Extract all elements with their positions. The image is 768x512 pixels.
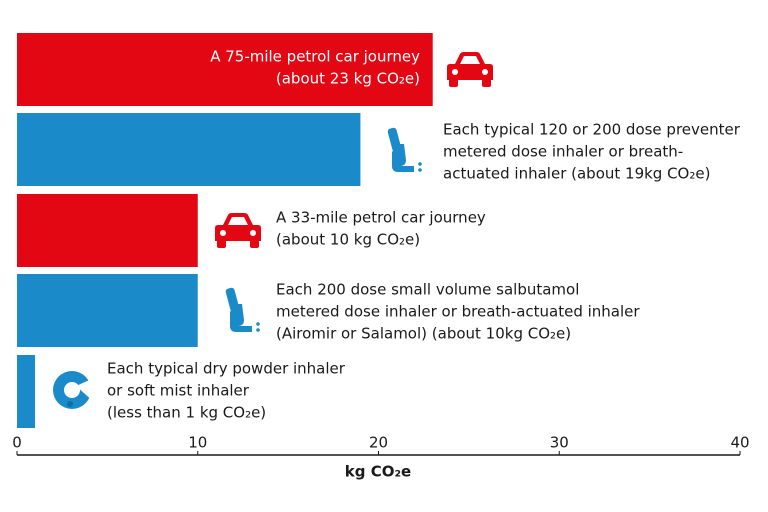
x-tick-label: 40 xyxy=(730,434,749,452)
bar xyxy=(17,194,198,267)
inhaler-icon xyxy=(387,127,422,172)
bar-label: Each typical 120 or 200 dose preventer xyxy=(443,121,741,139)
x-axis-title: kg CO₂e xyxy=(345,463,411,481)
bar xyxy=(17,274,198,347)
icons xyxy=(53,52,493,409)
car-icon xyxy=(447,52,493,87)
bar-label: or soft mist inhaler xyxy=(107,382,250,400)
disk-inhaler-icon xyxy=(53,371,94,409)
bar-label: (about 10 kg CO₂e) xyxy=(276,231,420,249)
bar-label: Each 200 dose small volume salbutamol xyxy=(276,281,579,299)
bar-label: Each typical dry powder inhaler xyxy=(107,360,346,378)
bar xyxy=(17,33,433,106)
x-tick-label: 0 xyxy=(12,434,22,452)
bar-label: metered dose inhaler or breath-actuated … xyxy=(276,303,640,321)
bar-label: A 75-mile petrol car journey xyxy=(210,48,420,66)
inhaler-icon xyxy=(225,287,260,332)
x-tick-label: 30 xyxy=(550,434,569,452)
bar xyxy=(17,355,36,428)
bar-label: A 33-mile petrol car journey xyxy=(276,209,486,227)
x-tick-label: 20 xyxy=(369,434,388,452)
bar-label: (Airomir or Salamol) (about 10kg CO₂e) xyxy=(276,325,571,343)
x-tick-label: 10 xyxy=(188,434,207,452)
bar-label: (less than 1 kg CO₂e) xyxy=(107,404,266,422)
bar xyxy=(17,113,361,186)
car-icon xyxy=(215,213,261,248)
bar-label: (about 23 kg CO₂e) xyxy=(276,70,420,88)
bar-label: metered dose inhaler or breath- xyxy=(443,143,683,161)
bar-label: actuated inhaler (about 19kg CO₂e) xyxy=(443,165,710,183)
